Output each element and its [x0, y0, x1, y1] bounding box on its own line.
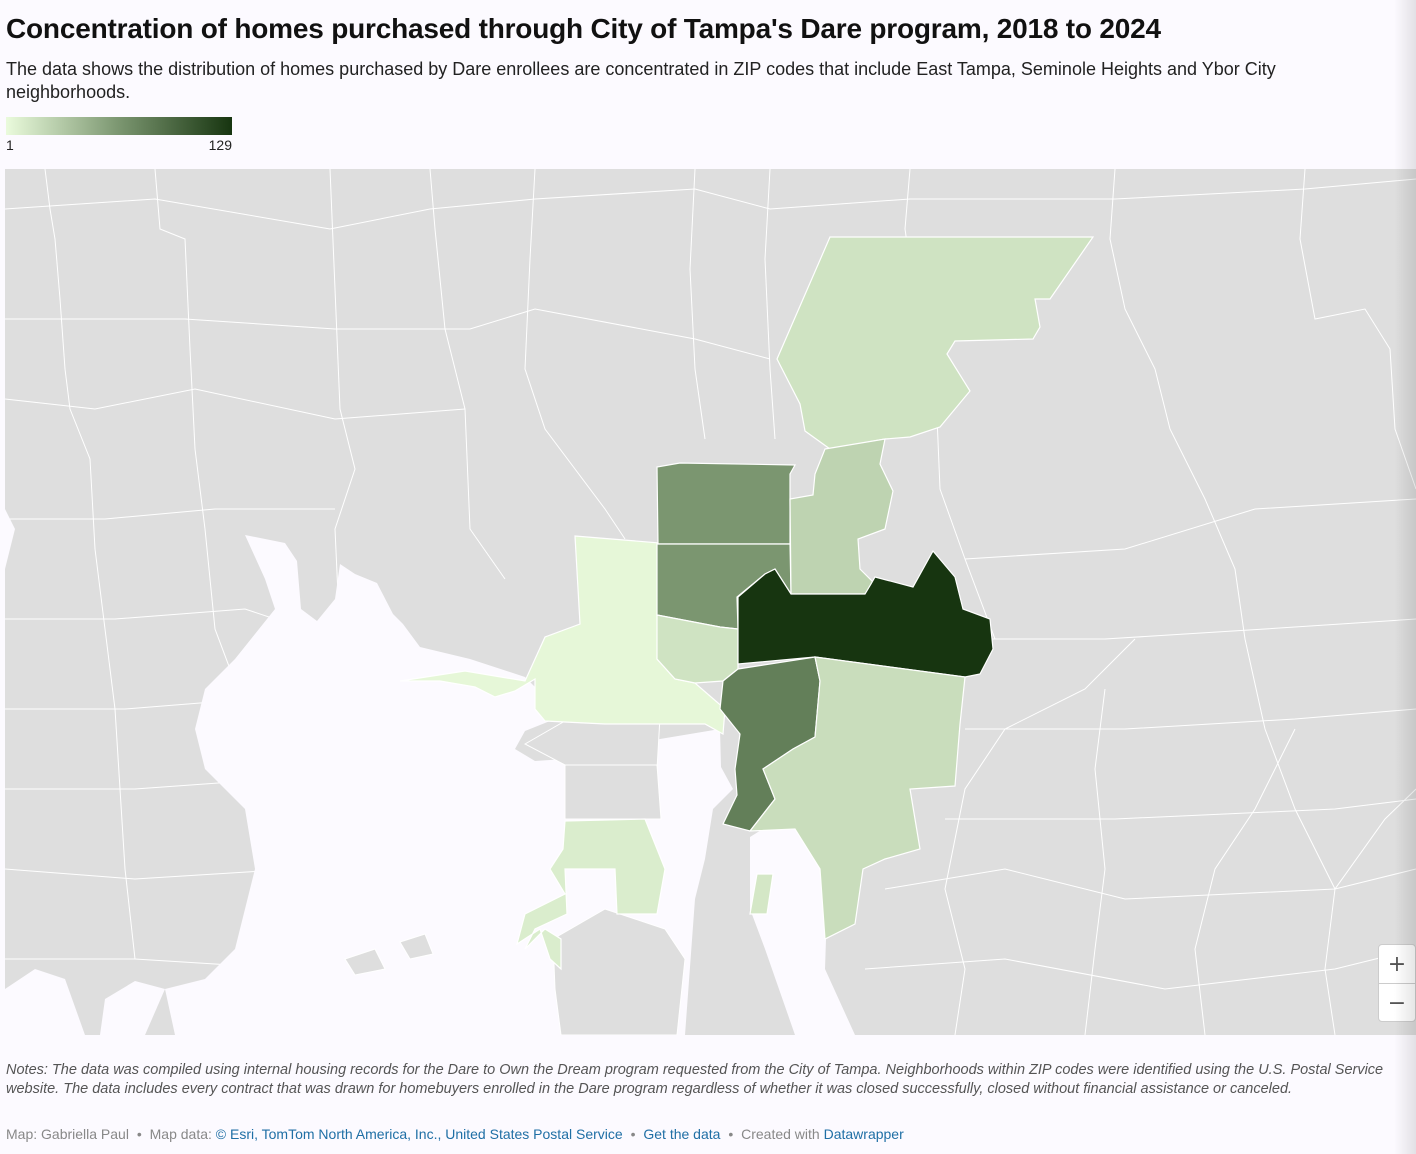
zip-boundaries [5, 169, 1416, 1035]
footer-author: Map: Gabriella Paul [6, 1126, 129, 1142]
footer-map-data-label: Map data: [149, 1126, 212, 1142]
zoom-out-button[interactable]: − [1379, 984, 1415, 1022]
legend-gradient-bar [6, 117, 232, 135]
map-svg[interactable] [5, 169, 1416, 1035]
bay-peninsulas [344, 716, 686, 1035]
zoom-in-button[interactable]: + [1379, 945, 1415, 983]
map-footer: Map: Gabriella Paul • Map data: © Esri, … [6, 1126, 904, 1142]
region-south-tampa-zip[interactable] [516, 818, 666, 971]
region-north-central-zip[interactable] [656, 462, 797, 545]
choropleth-map[interactable] [5, 169, 1416, 1035]
region-davis-island-zip[interactable] [749, 873, 774, 915]
water [5, 509, 855, 1035]
footer-separator: • [728, 1126, 734, 1142]
legend-min-label: 1 [6, 137, 14, 153]
datawrapper-link[interactable]: Datawrapper [823, 1126, 904, 1142]
zoom-divider [1379, 983, 1415, 984]
region-north-zip[interactable] [776, 236, 1095, 450]
page-subtitle: The data shows the distribution of homes… [6, 59, 1276, 102]
footer-separator: • [630, 1126, 636, 1142]
footer-separator: • [136, 1126, 142, 1142]
region-seminole-east-zip[interactable] [789, 438, 894, 595]
footer-map-data-link[interactable]: © Esri, TomTom North America, Inc., Unit… [215, 1126, 623, 1142]
region-south-east-zip[interactable] [748, 656, 966, 940]
zoom-controls: + − [1378, 944, 1416, 1022]
color-legend: 1 129 [6, 117, 234, 157]
get-the-data-link[interactable]: Get the data [643, 1126, 721, 1142]
legend-max-label: 129 [208, 137, 232, 153]
map-notes: Notes: The data was compiled using inter… [6, 1062, 1384, 1097]
page-title: Concentration of homes purchased through… [6, 13, 1161, 44]
footer-created-with: Created with [741, 1126, 820, 1142]
